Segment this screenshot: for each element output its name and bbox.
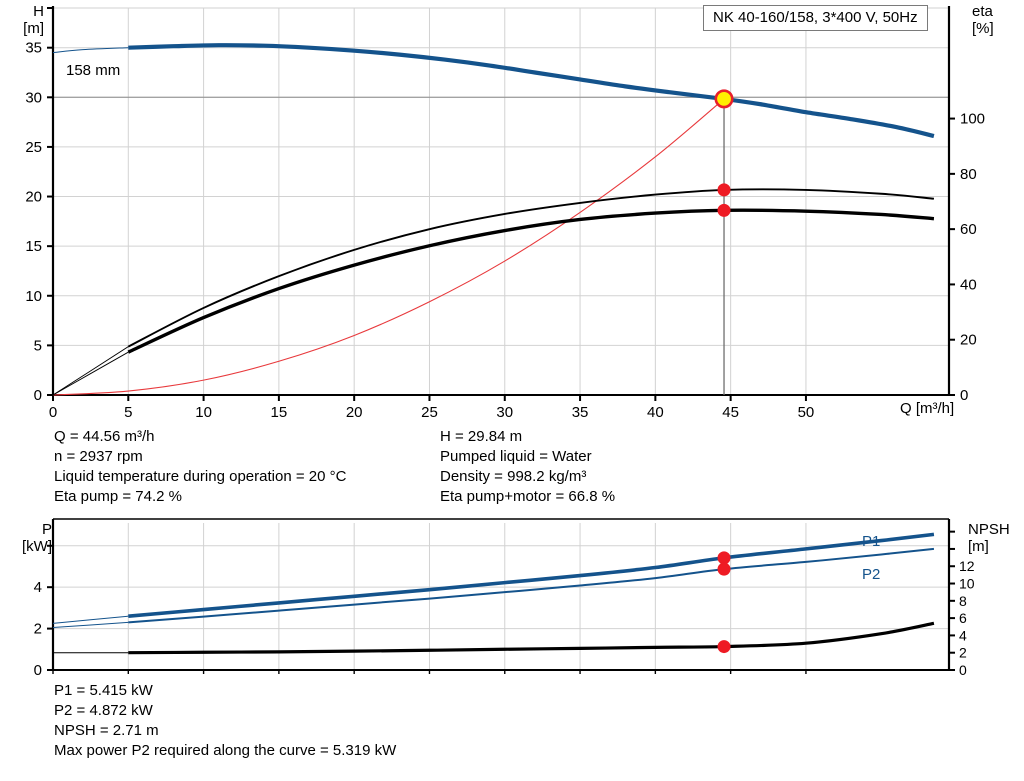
npsh-axis-title-line1: NPSH <box>968 521 1010 538</box>
chart-title-box: NK 40-160/158, 3*400 V, 50Hz <box>703 5 928 31</box>
npsh-tick-label: 6 <box>959 610 967 626</box>
info-p2: P2 = 4.872 kW <box>54 702 153 719</box>
npsh-tick-label: 8 <box>959 593 967 609</box>
lower-gridlines <box>53 523 949 670</box>
power-duty-marker-1[interactable] <box>717 551 731 565</box>
info-liquid: Pumped liquid = Water <box>440 448 592 465</box>
y2-tick-label: 0 <box>960 387 968 404</box>
npsh-tick-label: 2 <box>959 645 967 661</box>
x-tick-label: 0 <box>49 404 57 420</box>
x-tick-label: 30 <box>496 404 513 420</box>
x-tick-label: 40 <box>647 404 664 420</box>
eta-curve-extension-2 <box>52 351 129 396</box>
info-maxp2: Max power P2 required along the curve = … <box>54 742 397 759</box>
info-q: Q = 44.56 m³/h <box>54 428 155 445</box>
y2-tick-label: 20 <box>960 332 977 349</box>
y2-tick-label: 100 <box>960 111 985 128</box>
info-p1: P1 = 5.415 kW <box>54 682 153 699</box>
info-npsh: NPSH = 2.71 m <box>54 722 159 739</box>
y-tick-label: 0 <box>34 387 42 404</box>
y-tick-label: 30 <box>25 89 42 106</box>
power-duty-marker-3[interactable] <box>717 640 731 654</box>
x-tick-label: 50 <box>798 404 815 420</box>
y2-tick-label: 60 <box>960 221 977 238</box>
npsh-tick-label: 4 <box>959 627 967 643</box>
impeller-diameter-label: 158 mm <box>66 62 121 79</box>
p1-curve <box>128 532 935 618</box>
x-tick-label: 35 <box>572 404 589 420</box>
info-eta-pump-motor: Eta pump+motor = 66.8 % <box>440 488 616 505</box>
p-tick-label: 4 <box>34 579 42 596</box>
duty-point-info-left: Q = 44.56 m³/h n = 2937 rpm Liquid tempe… <box>54 427 346 507</box>
p-axis-title-line2: [kW] <box>22 538 52 555</box>
x-tick-label: 15 <box>271 404 288 420</box>
h-axis-title-line1: H <box>33 3 44 20</box>
h-axis-title: H [m] <box>20 3 44 37</box>
system-curve <box>52 98 725 396</box>
head-curve <box>128 43 935 139</box>
eta-pump-curve <box>127 188 935 348</box>
eta-axis-title-line2: [%] <box>972 20 994 37</box>
h-axis-title-line2: [m] <box>23 20 44 37</box>
eta-duty-marker-2[interactable] <box>717 203 731 217</box>
y2-tick-label: 40 <box>960 276 977 293</box>
p-tick-label: 0 <box>34 662 42 675</box>
y2-tick-label: 80 <box>960 166 977 183</box>
p-axis-title-line1: P <box>41 521 52 538</box>
head-curve-extension <box>52 47 129 54</box>
p2-curve-label: P2 <box>862 566 881 583</box>
npsh-tick-label: 12 <box>959 558 975 574</box>
q-axis-title: Q [m³/h] <box>900 400 955 417</box>
x-tick-label: 20 <box>346 404 363 420</box>
y-tick-label: 10 <box>25 288 42 305</box>
info-temp: Liquid temperature during operation = 20… <box>54 468 347 485</box>
npsh-tick-label: 0 <box>959 662 967 675</box>
eta-pump-motor-curve <box>127 208 935 354</box>
info-density: Density = 998.2 kg/m³ <box>440 468 587 485</box>
npsh-curve <box>128 621 935 655</box>
upper-gridlines <box>53 7 949 395</box>
p1-curve-label: P1 <box>862 533 881 550</box>
x-tick-label: 10 <box>195 404 212 420</box>
y-tick-label: 15 <box>25 238 42 255</box>
eta-axis-title: eta [%] <box>972 3 994 37</box>
info-h: H = 29.84 m <box>440 428 523 445</box>
duty-point-marker[interactable] <box>714 89 734 109</box>
eta-curve-extension-1 <box>52 346 129 396</box>
info-n: n = 2937 rpm <box>54 448 143 465</box>
npsh-axis-title: NPSH [m] <box>968 521 1010 555</box>
x-tick-label: 25 <box>421 404 438 420</box>
info-eta-pump: Eta pump = 74.2 % <box>54 488 182 505</box>
p-axis-title: P [kW] <box>16 521 52 555</box>
y-tick-label: 25 <box>25 139 42 156</box>
p-tick-label: 2 <box>34 621 42 638</box>
y-tick-label: 20 <box>25 189 42 206</box>
x-tick-label: 45 <box>722 404 739 420</box>
y-tick-label: 5 <box>34 337 42 354</box>
p2-curve-extension <box>52 621 129 629</box>
duty-point-info-right: H = 29.84 m Pumped liquid = Water Densit… <box>440 427 615 507</box>
y-tick-label: 35 <box>25 40 42 57</box>
eta-axis-title-line1: eta <box>972 3 993 20</box>
power-duty-marker-2[interactable] <box>717 562 731 576</box>
x-tick-label: 5 <box>124 404 132 420</box>
eta-duty-marker-1[interactable] <box>717 183 731 197</box>
npsh-axis-title-line2: [m] <box>968 538 989 555</box>
head-eta-chart: 0 5 10 15 20 25 30 35 0 20 40 60 80 100 0 5 10 15 20 25 30 35… <box>25 6 985 420</box>
power-info-block: P1 = 5.415 kW P2 = 4.872 kW NPSH = 2.71 … <box>54 681 396 761</box>
npsh-tick-label: 10 <box>959 576 975 592</box>
p1-curve-extension <box>52 615 129 624</box>
p2-curve <box>128 547 935 624</box>
